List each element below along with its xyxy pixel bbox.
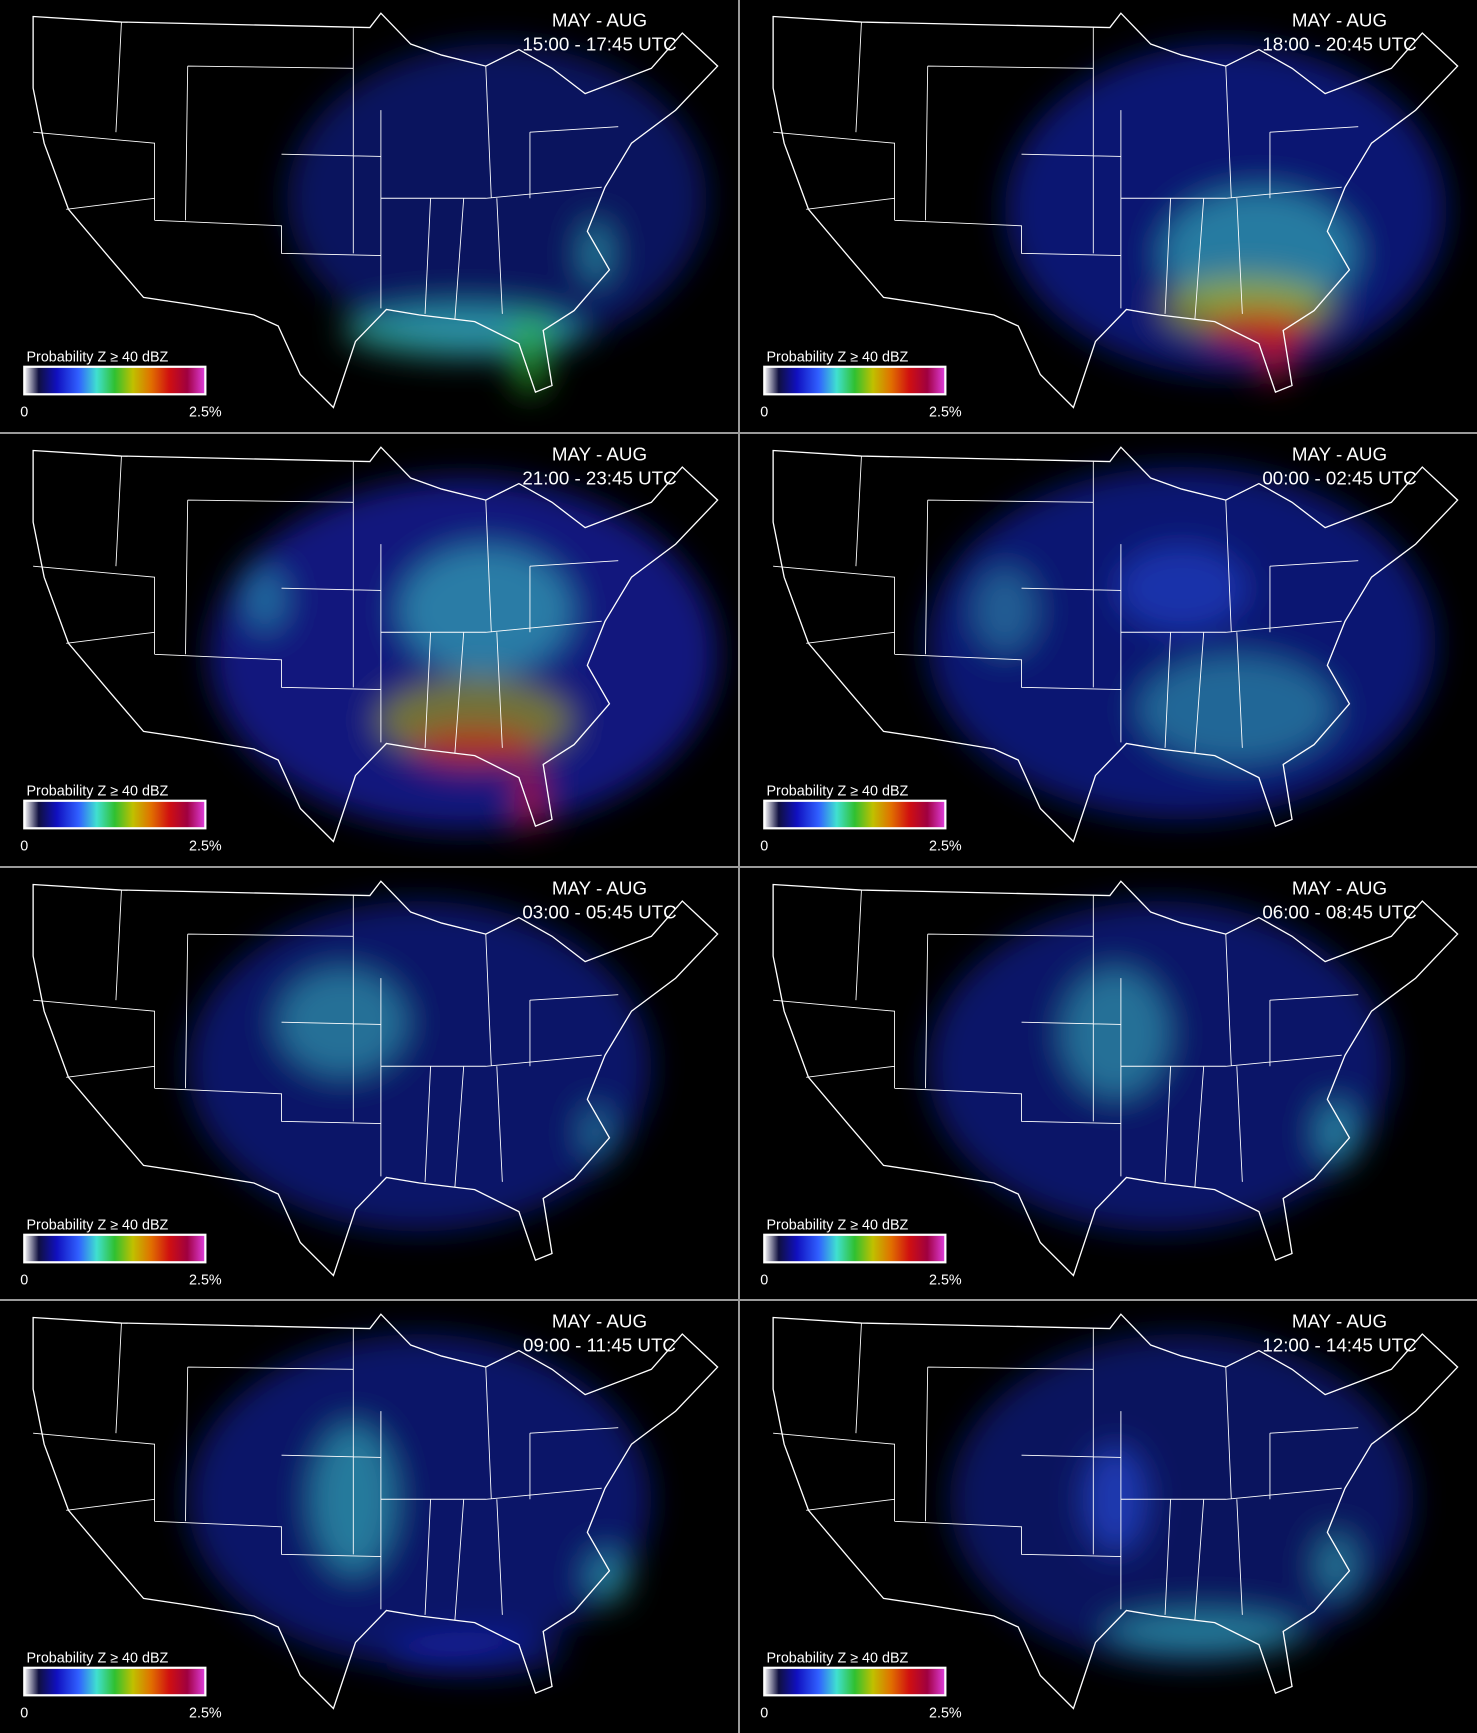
legend-min: 0 bbox=[760, 404, 768, 420]
state-borders bbox=[772, 22, 1358, 320]
legend-title: Probability Z ≥ 40 dBZ bbox=[766, 1651, 908, 1667]
legend-min: 0 bbox=[20, 404, 28, 420]
legend-title: Probability Z ≥ 40 dBZ bbox=[26, 349, 168, 365]
colorbar bbox=[23, 1233, 207, 1263]
legend-title: Probability Z ≥ 40 dBZ bbox=[766, 349, 908, 365]
radar-haze bbox=[1004, 44, 1447, 386]
legend-max: 2.5% bbox=[189, 1706, 222, 1722]
state-borders bbox=[772, 889, 1358, 1187]
radar-blob bbox=[971, 565, 1038, 655]
radar-blob bbox=[1313, 1098, 1358, 1165]
colorbar bbox=[23, 1666, 207, 1697]
panel-season: MAY - AUG bbox=[1291, 443, 1386, 464]
panel-time: 12:00 - 14:45 UTC bbox=[1262, 1335, 1416, 1356]
radar-blob bbox=[1081, 1444, 1148, 1555]
map-panel: MAY - AUG 06:00 - 08:45 UTC Probability Z … bbox=[739, 867, 1477, 1300]
panel-time: 21:00 - 23:45 UTC bbox=[522, 467, 676, 488]
map-panel: MAY - AUG 21:00 - 23:45 UTC Probability Z … bbox=[0, 433, 738, 866]
radar-blob bbox=[1103, 1609, 1303, 1654]
radar-blob bbox=[579, 220, 613, 287]
radar-blob bbox=[1136, 654, 1336, 765]
state-borders bbox=[33, 889, 619, 1187]
us-outline bbox=[771, 1313, 1459, 1710]
radar-blob bbox=[408, 725, 541, 770]
legend-title: Probability Z ≥ 40 dBZ bbox=[26, 1651, 168, 1667]
legend-title: Probability Z ≥ 40 dBZ bbox=[766, 783, 908, 799]
panel-season: MAY - AUG bbox=[552, 877, 647, 898]
radar-haze bbox=[209, 477, 718, 831]
colorbar bbox=[762, 799, 946, 830]
radar-haze bbox=[287, 44, 707, 397]
panel-season: MAY - AUG bbox=[1291, 9, 1386, 30]
us-outline bbox=[771, 879, 1459, 1277]
map-panel: MAY - AUG 09:00 - 11:45 UTC Probability Z … bbox=[0, 1301, 738, 1733]
map-panel: MAY - AUG 00:00 - 02:45 UTC Probability Z … bbox=[739, 433, 1477, 866]
radar-blob bbox=[397, 543, 575, 677]
us-outline bbox=[771, 445, 1459, 843]
radar-blob bbox=[513, 764, 547, 831]
legend-max: 2.5% bbox=[189, 838, 222, 854]
state-borders bbox=[33, 1323, 619, 1621]
panel-season: MAY - AUG bbox=[552, 1311, 647, 1332]
legend-title: Probability Z ≥ 40 dBZ bbox=[26, 1217, 168, 1233]
colorbar bbox=[23, 799, 207, 830]
map-panel: MAY - AUG 03:00 - 05:45 UTC Probability Z … bbox=[0, 867, 738, 1300]
panel-time: 00:00 - 02:45 UTC bbox=[1262, 467, 1416, 488]
legend-max: 2.5% bbox=[928, 404, 961, 420]
radar-blob bbox=[585, 1549, 630, 1605]
state-borders bbox=[33, 455, 619, 754]
radar-blob bbox=[386, 1631, 564, 1676]
panel-season: MAY - AUG bbox=[1291, 877, 1386, 898]
legend-max: 2.5% bbox=[189, 1272, 222, 1288]
panel-season: MAY - AUG bbox=[552, 9, 647, 30]
state-borders bbox=[772, 455, 1358, 754]
radar-blob bbox=[1059, 966, 1171, 1099]
map-panel: MAY - AUG 12:00 - 14:45 UTC Probability Z … bbox=[739, 1301, 1477, 1733]
panel-season: MAY - AUG bbox=[552, 443, 647, 464]
radar-blob bbox=[507, 308, 553, 397]
legend-title: Probability Z ≥ 40 dBZ bbox=[26, 783, 168, 799]
radar-blob bbox=[1114, 543, 1248, 633]
us-outline bbox=[32, 445, 719, 843]
legend-title: Probability Z ≥ 40 dBZ bbox=[766, 1217, 908, 1233]
legend-min: 0 bbox=[20, 838, 28, 854]
state-borders bbox=[33, 22, 619, 320]
panel-time: 03:00 - 05:45 UTC bbox=[522, 901, 676, 922]
legend-max: 2.5% bbox=[928, 1272, 961, 1288]
us-outline bbox=[32, 879, 719, 1277]
panel-season: MAY - AUG bbox=[1291, 1311, 1386, 1332]
legend-max: 2.5% bbox=[928, 838, 961, 854]
legend-max: 2.5% bbox=[928, 1706, 961, 1722]
radar-blob bbox=[242, 565, 288, 633]
panel-time: 18:00 - 20:45 UTC bbox=[1262, 34, 1416, 55]
panel-time: 06:00 - 08:45 UTC bbox=[1262, 901, 1416, 922]
map-panel: MAY - AUG 18:00 - 20:45 UTC Probability Z … bbox=[739, 0, 1477, 432]
radar-haze bbox=[927, 466, 1436, 820]
colorbar bbox=[762, 365, 946, 396]
us-outline bbox=[771, 12, 1459, 409]
legend-min: 0 bbox=[760, 838, 768, 854]
radar-blob bbox=[1313, 1532, 1358, 1599]
colorbar bbox=[762, 1233, 946, 1263]
colorbar bbox=[23, 365, 207, 396]
map-panel: MAY - AUG 15:00 - 17:45 UTC Probability Z … bbox=[0, 0, 738, 432]
legend-min: 0 bbox=[20, 1706, 28, 1722]
radar-blob bbox=[1203, 308, 1314, 353]
us-outline bbox=[32, 12, 719, 409]
panel-time: 15:00 - 17:45 UTC bbox=[522, 34, 676, 55]
legend-max: 2.5% bbox=[189, 404, 222, 420]
radar-haze bbox=[187, 1334, 652, 1676]
legend-min: 0 bbox=[760, 1706, 768, 1722]
us-outline bbox=[32, 1313, 719, 1710]
state-borders bbox=[772, 1323, 1358, 1621]
legend-min: 0 bbox=[20, 1272, 28, 1288]
radar-blob bbox=[276, 966, 409, 1077]
radar-blob bbox=[579, 1104, 613, 1160]
panel-time: 09:00 - 11:45 UTC bbox=[523, 1335, 676, 1356]
colorbar bbox=[762, 1666, 946, 1697]
legend-min: 0 bbox=[760, 1272, 768, 1288]
